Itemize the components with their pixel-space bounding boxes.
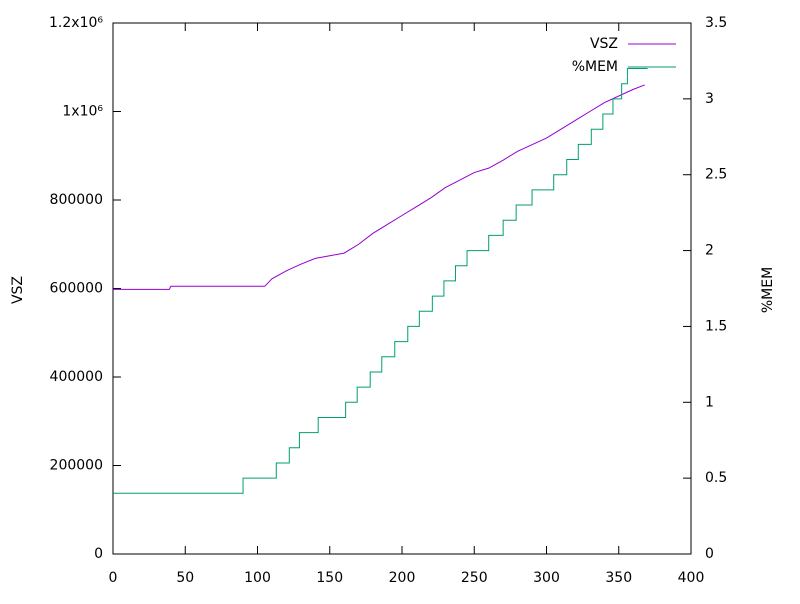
y-tick-label: 800000 [50,192,103,208]
x-tick-label: 50 [176,570,194,586]
y-tick-label: 200000 [50,458,103,474]
x-tick-label: 150 [316,570,343,586]
y2-tick-label: 1.5 [705,318,727,334]
y-tick-label: 1x10⁶ [62,104,103,120]
y2-tick-label: 2 [705,243,714,259]
y2-tick-label: 0.5 [705,470,727,486]
y-tick-label: 1.2x10⁶ [49,15,103,31]
series-line [113,84,645,290]
y-tick-label: 400000 [50,369,103,385]
x-tick-label: 0 [109,570,118,586]
y2-tick-label: 3 [705,91,714,107]
x-tick-label: 250 [461,570,488,586]
x-tick-label: 300 [533,570,560,586]
y-tick-label: 0 [94,546,103,562]
series-line [113,68,648,494]
y2-tick-label: 1 [705,394,714,410]
x-tick-label: 400 [678,570,705,586]
legend-label: VSZ [590,36,618,52]
y-axis-label: VSZ [10,276,26,304]
y2-axis-label: %MEM [760,267,776,313]
x-tick-label: 200 [389,570,416,586]
y-tick-label: 600000 [50,281,103,297]
y2-tick-label: 2.5 [705,167,727,183]
x-tick-label: 350 [605,570,632,586]
x-tick-label: 100 [244,570,271,586]
y2-tick-label: 0 [705,546,714,562]
legend-label: %MEM [572,59,618,75]
y2-tick-label: 3.5 [705,15,727,31]
